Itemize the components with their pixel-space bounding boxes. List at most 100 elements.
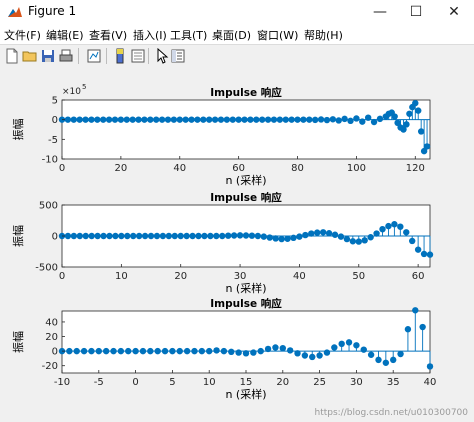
stem-marker xyxy=(194,116,201,123)
stem-marker xyxy=(260,233,268,240)
stem-marker xyxy=(224,232,232,239)
x-tick-label: 20 xyxy=(115,163,128,174)
stem-marker xyxy=(415,107,422,114)
x-tick-label: 0 xyxy=(132,377,138,388)
stem-marker xyxy=(288,116,295,123)
x-tick-label: 40 xyxy=(173,163,186,174)
stem-marker xyxy=(412,99,419,107)
stem-marker xyxy=(82,116,89,123)
stem-marker xyxy=(183,347,191,355)
stem-marker xyxy=(94,116,101,123)
window-title: Figure 1 xyxy=(28,4,77,18)
stem-marker xyxy=(147,232,155,240)
stem-marker xyxy=(88,347,95,355)
close-icon[interactable]: ✕ xyxy=(448,4,460,20)
stem-marker xyxy=(403,229,410,236)
maximize-icon[interactable]: ☐ xyxy=(409,4,423,20)
stem-marker xyxy=(331,344,338,351)
stem-marker xyxy=(70,232,78,240)
stem-marker xyxy=(229,116,236,123)
stem-marker xyxy=(130,232,137,240)
menu-desktop[interactable]: 桌面(D) xyxy=(212,29,252,42)
print-icon[interactable] xyxy=(58,48,74,64)
link-icon[interactable] xyxy=(86,48,102,64)
stem-marker xyxy=(66,347,73,355)
stem-marker xyxy=(230,232,238,239)
stem-marker xyxy=(375,356,382,364)
menu-help[interactable]: 帮助(H) xyxy=(304,29,343,42)
stem-marker xyxy=(300,116,307,123)
menu-view[interactable]: 查看(V) xyxy=(89,29,128,42)
stem-marker xyxy=(420,250,428,258)
y-tick-label: 5 xyxy=(52,96,58,107)
title-bar: Figure 1 — ☐ ✕ xyxy=(0,0,474,25)
toolbar-separator xyxy=(106,48,107,64)
stem-marker xyxy=(248,232,256,239)
menu-window[interactable]: 窗口(W) xyxy=(257,29,299,42)
new-figure-icon[interactable] xyxy=(4,48,20,64)
menu-tools[interactable]: 工具(T) xyxy=(170,29,208,42)
stem-marker xyxy=(82,232,89,240)
property-editor-icon[interactable] xyxy=(170,48,186,64)
stem-marker xyxy=(253,116,260,123)
x-tick-label: 0 xyxy=(59,271,65,282)
stem-marker xyxy=(123,116,130,123)
axes-box-3 xyxy=(61,310,431,374)
x-tick-label: 10 xyxy=(203,377,216,388)
stem-marker xyxy=(426,251,434,258)
menu-edit[interactable]: 编辑(E) xyxy=(46,29,84,42)
stem-marker xyxy=(264,345,272,353)
x-tick-label: -10 xyxy=(54,377,70,388)
stem-marker xyxy=(64,232,72,240)
x-tick-label: 40 xyxy=(293,271,306,282)
colorbar-icon[interactable] xyxy=(112,48,128,64)
stem-marker xyxy=(394,119,401,127)
stem-marker xyxy=(207,232,214,240)
stem-marker xyxy=(94,232,101,240)
stem-marker xyxy=(397,223,404,230)
minimize-icon[interactable]: — xyxy=(373,4,387,20)
stem-marker xyxy=(106,232,113,240)
stem-marker xyxy=(100,232,107,240)
stem-marker xyxy=(264,116,272,123)
menu-file[interactable]: 文件(F) xyxy=(4,29,41,42)
stem-marker xyxy=(124,232,131,240)
legend-icon[interactable] xyxy=(130,48,146,64)
pointer-icon[interactable] xyxy=(154,48,170,64)
open-file-icon[interactable] xyxy=(22,48,38,64)
stem-marker xyxy=(125,347,132,355)
stem-marker xyxy=(390,356,397,364)
stem-marker xyxy=(308,230,315,237)
y-tick-label: 0 xyxy=(52,115,58,126)
stem-marker xyxy=(331,231,339,238)
stem-marker xyxy=(323,349,331,356)
stem-marker xyxy=(406,110,413,117)
stem-marker xyxy=(177,232,184,240)
y-axis-label: 振幅 xyxy=(11,119,25,141)
stem-marker xyxy=(88,116,95,123)
stem-marker xyxy=(141,116,148,123)
stem-marker xyxy=(118,232,125,240)
stem-marker xyxy=(423,143,431,150)
axes-box-1 xyxy=(61,99,431,160)
stem-marker xyxy=(64,116,72,123)
stem-marker xyxy=(278,235,285,243)
stem-marker xyxy=(88,232,95,240)
menu-insert[interactable]: 插入(I) xyxy=(133,29,167,42)
plot-title: Impulse 响应 xyxy=(210,297,282,310)
stem-marker xyxy=(360,346,367,353)
stem-marker xyxy=(117,116,125,123)
stem-marker xyxy=(355,238,362,245)
plot-title: Impulse 响应 xyxy=(210,191,282,204)
x-tick-label: 60 xyxy=(412,271,425,282)
stem-marker xyxy=(158,116,166,123)
stem-marker xyxy=(335,117,342,124)
stem-marker xyxy=(353,342,360,349)
stem-marker xyxy=(343,235,351,243)
save-icon[interactable] xyxy=(40,48,56,64)
stem-marker xyxy=(376,115,384,123)
toolbar-separator xyxy=(148,48,149,64)
stem-marker xyxy=(345,339,353,346)
x-tick-label: 0 xyxy=(59,163,65,174)
stem-marker xyxy=(290,234,297,242)
